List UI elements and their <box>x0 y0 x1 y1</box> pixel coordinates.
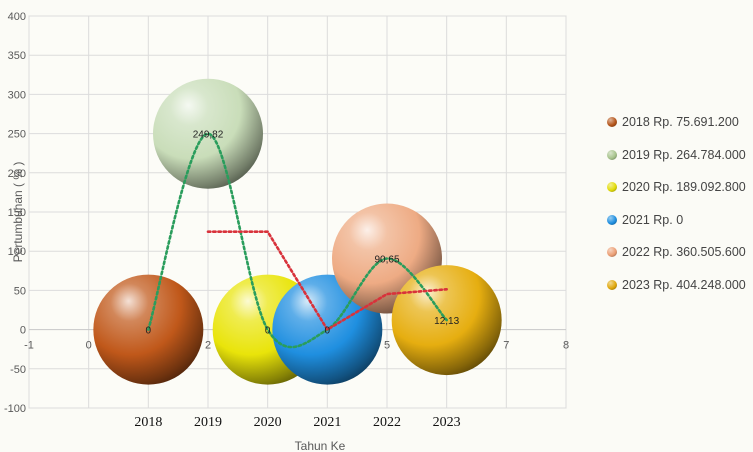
x-tick-label: -1 <box>24 340 34 352</box>
legend-item: 2019 Rp. 264.784.000 <box>607 139 753 172</box>
trendlines <box>147 132 448 349</box>
trendline-moving-average <box>206 230 448 332</box>
legend-item: 2023 Rp. 404.248.000 <box>607 269 753 302</box>
legend-label: 2018 Rp. 75.691.200 <box>622 115 739 130</box>
year-labels: 2018 2019 2020 2021 2022 2023 <box>134 415 460 430</box>
y-tick-label: 0 <box>20 325 26 337</box>
y-tick-label: 50 <box>14 285 26 297</box>
legend-item: 2020 Rp. 189.092.800 <box>607 171 753 204</box>
y-tick-label: -100 <box>4 403 26 415</box>
x-tick-label: 0 <box>86 340 92 352</box>
year-label: 2023 <box>433 415 461 430</box>
x-tick-label: 7 <box>503 340 509 352</box>
legend-marker <box>607 117 617 128</box>
data-label: 0 <box>325 326 331 337</box>
legend-marker <box>607 247 617 258</box>
legend-marker <box>607 214 617 225</box>
y-tick-label: 400 <box>8 11 26 23</box>
legend-item: 2018 Rp. 75.691.200 <box>607 106 753 139</box>
data-label: 90,65 <box>374 255 399 266</box>
y-tick-label: -50 <box>10 364 26 376</box>
y-tick-labels: -100 -50 0 50 100 150 200 250 300 350 400 <box>4 11 26 415</box>
data-label: 0 <box>146 326 152 337</box>
legend-item: 2021 Rp. 0 <box>607 204 753 237</box>
y-axis-title: Pertumbuhan ( % ) <box>11 162 25 263</box>
year-label: 2022 <box>373 415 401 430</box>
data-labels: 0 249,82 0 0 90,65 12,13 <box>146 130 460 337</box>
legend-marker <box>607 279 617 290</box>
y-tick-label: 250 <box>8 129 26 141</box>
year-label: 2021 <box>313 415 341 430</box>
legend-marker <box>607 149 617 160</box>
x-tick-label: 2 <box>205 340 211 352</box>
legend-label: 2020 Rp. 189.092.800 <box>622 180 746 195</box>
y-tick-label: 150 <box>8 207 26 219</box>
x-tick-label: 8 <box>563 340 569 352</box>
data-label: 0 <box>265 326 271 337</box>
legend-item: 2022 Rp. 360.505.600 <box>607 236 753 269</box>
year-label: 2018 <box>134 415 162 430</box>
year-label: 2020 <box>254 415 282 430</box>
x-tick-label: 5 <box>384 340 390 352</box>
year-label: 2019 <box>194 415 222 430</box>
y-tick-label: 200 <box>8 168 26 180</box>
legend: 2018 Rp. 75.691.200 2019 Rp. 264.784.000 2… <box>607 106 753 301</box>
y-tick-label: 350 <box>8 50 26 62</box>
trendline-polynomial <box>147 132 448 349</box>
data-label: 12,13 <box>434 316 459 327</box>
y-tick-label: 300 <box>8 89 26 101</box>
y-tick-label: 100 <box>8 246 26 258</box>
legend-label: 2019 Rp. 264.784.000 <box>622 147 746 162</box>
data-label: 249,82 <box>193 130 224 141</box>
legend-label: 2021 Rp. 0 <box>622 212 684 227</box>
legend-label: 2022 Rp. 360.505.600 <box>622 245 746 260</box>
legend-marker <box>607 182 617 193</box>
x-axis-title: Tahun Ke <box>295 439 346 452</box>
legend-label: 2023 Rp. 404.248.000 <box>622 277 746 292</box>
